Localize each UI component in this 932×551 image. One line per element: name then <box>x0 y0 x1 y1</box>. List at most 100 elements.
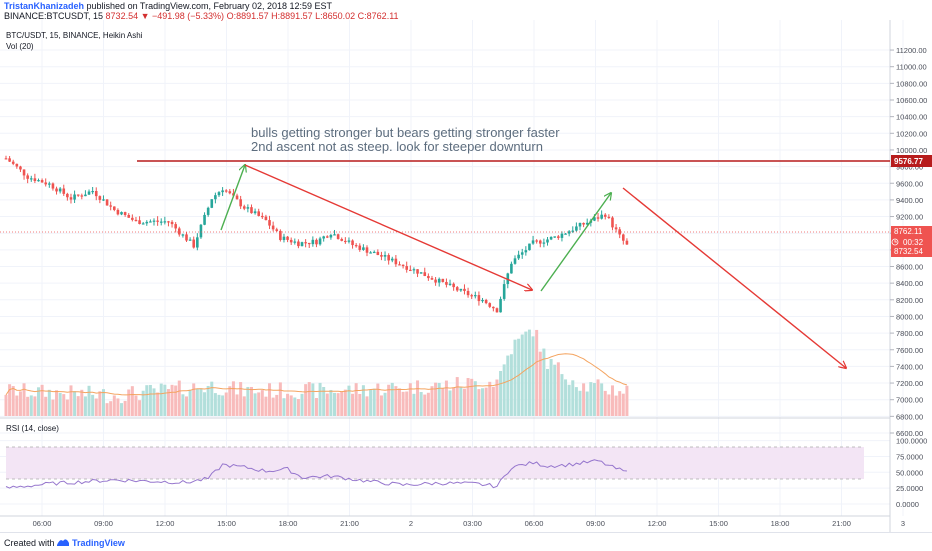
change-text: 8732.54 ▼ −491.98 (−5.33%) <box>105 11 225 21</box>
candle-body <box>542 242 546 244</box>
candle-body <box>15 163 19 167</box>
candle-body <box>177 228 181 235</box>
candle-body <box>358 245 362 250</box>
volume-bar <box>235 394 239 416</box>
volume-bar <box>116 398 120 416</box>
candle-body <box>239 199 242 207</box>
volume-bar <box>257 392 261 416</box>
candle-body <box>517 254 520 259</box>
candle-body <box>66 193 69 198</box>
volume-bar <box>264 396 268 416</box>
price-tick-label: 8000.00 <box>896 312 923 321</box>
candle-body <box>167 221 170 223</box>
volume-bar <box>105 403 109 416</box>
price-label-resistance: 9576.77 <box>891 155 932 167</box>
volume-bar <box>268 383 272 416</box>
volume-bar <box>585 391 589 416</box>
candle-body <box>618 229 621 235</box>
trend-arrow-up-2[interactable] <box>540 193 611 292</box>
volume-bar <box>333 392 337 416</box>
volume-bar <box>564 379 568 416</box>
candle-body <box>286 236 289 240</box>
rsi-tick-label: 75.0000 <box>896 452 923 461</box>
legend-rsi: RSI (14, close) <box>6 424 59 433</box>
volume-bar <box>603 390 607 416</box>
candle-body <box>199 224 203 238</box>
volume-bar <box>509 354 513 416</box>
volume-bar <box>495 379 499 416</box>
volume-ma-line <box>5 353 628 396</box>
candle-body <box>141 223 145 225</box>
candle-body <box>275 229 279 231</box>
volume-bar <box>271 397 275 416</box>
time-tick-label: 15:00 <box>217 519 236 528</box>
candle-body <box>235 195 239 200</box>
price-tick-label: 11200.00 <box>896 46 927 55</box>
volume-bar <box>524 331 528 416</box>
volume-bar <box>231 381 235 416</box>
volume-bar <box>206 385 210 416</box>
candle-body <box>492 306 495 309</box>
volume-bar <box>535 329 539 416</box>
candle-body <box>380 255 383 257</box>
rsi-axis[interactable]: 100.0000 75.0000 50.0000 25.0000 0.0000 <box>896 437 927 509</box>
volume-bar <box>55 390 59 416</box>
candle-body <box>502 284 506 299</box>
candle-body <box>87 191 91 195</box>
candle-body <box>210 199 214 208</box>
candle-body <box>434 279 437 283</box>
volume-bar <box>15 395 19 416</box>
annotation-line-2[interactable]: 2nd ascent not as steep. look for steepe… <box>251 139 543 154</box>
volume-bar <box>549 359 553 416</box>
candle-body <box>62 188 66 194</box>
trend-arrow-up-1[interactable] <box>220 165 245 231</box>
volume-bar <box>517 338 521 416</box>
volume-bar <box>419 392 423 416</box>
volume-bar <box>567 384 571 416</box>
candle-body <box>282 236 286 240</box>
volume-bar <box>224 392 228 416</box>
candle-body <box>365 247 369 253</box>
trend-arrow-down-1[interactable] <box>244 164 532 290</box>
candle-body <box>372 251 376 254</box>
candle-body <box>459 288 463 291</box>
candle-body <box>441 278 445 282</box>
volume-bar <box>246 386 250 416</box>
candle-body <box>582 222 585 225</box>
volume-bar <box>217 394 221 416</box>
candle-body <box>4 158 8 160</box>
volume-bar <box>228 386 232 416</box>
volume-bar <box>98 391 102 416</box>
volume-bar <box>499 370 503 416</box>
volume-bar <box>141 390 145 416</box>
volume-bar <box>343 389 347 416</box>
volume-bar <box>83 396 87 416</box>
time-axis[interactable]: 06:00 09:00 12:00 15:00 18:00 21:00 2 03:00 06:0… <box>33 519 905 528</box>
candle-body <box>524 250 528 253</box>
candle-body <box>221 190 224 193</box>
author-link[interactable]: TristanKhanizadeh <box>4 1 85 11</box>
volume-bar <box>109 401 113 416</box>
annotation-line-1[interactable]: bulls getting stronger but bears getting… <box>251 125 560 140</box>
rsi-band <box>6 447 864 479</box>
candle-body <box>354 245 358 247</box>
candle-body <box>264 216 268 221</box>
volume-bar <box>491 386 495 416</box>
volume-bar <box>358 393 362 416</box>
candle-body <box>412 269 416 271</box>
rsi-tick-label: 25.0000 <box>896 484 923 493</box>
volume-bar <box>452 387 456 416</box>
candle-body <box>344 240 347 243</box>
volume-bar <box>614 395 618 416</box>
volume-bar <box>286 393 290 416</box>
candle-body <box>607 216 611 219</box>
candle-body <box>405 266 409 270</box>
price-tick-label: 9600.00 <box>896 179 923 188</box>
candle-body <box>578 222 582 227</box>
candle-body <box>336 234 340 239</box>
price-tick-label: 9800.00 <box>896 163 923 172</box>
tradingview-brand[interactable]: TradingView <box>72 538 125 548</box>
trend-arrow-down-2[interactable] <box>622 187 846 368</box>
volume-bar <box>152 388 156 416</box>
